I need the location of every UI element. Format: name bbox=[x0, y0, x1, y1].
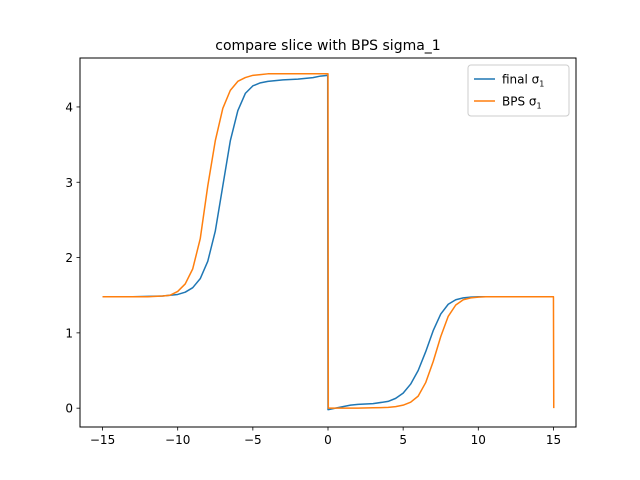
chart-title: compare slice with BPS sigma_1 bbox=[215, 38, 440, 54]
x-tick-label: −15 bbox=[90, 433, 115, 447]
legend-label-0: final σ1 bbox=[502, 73, 544, 89]
y-tick-label: 1 bbox=[65, 326, 73, 340]
axis-ticks: −15 −10 −5 0 5 10 15 0 1 2 3 4 bbox=[65, 100, 561, 447]
series-line-0 bbox=[102, 74, 554, 411]
series-line-1 bbox=[102, 73, 555, 409]
x-tick-label: −5 bbox=[244, 433, 262, 447]
y-tick-label: 2 bbox=[65, 251, 73, 265]
legend: final σ1 BPS σ1 bbox=[467, 64, 570, 117]
legend-box bbox=[467, 64, 570, 117]
x-tick-label: 10 bbox=[471, 433, 486, 447]
x-tick-label: 0 bbox=[324, 433, 332, 447]
y-tick-label: 3 bbox=[65, 176, 73, 190]
series-lines bbox=[102, 73, 555, 411]
y-tick-label: 0 bbox=[65, 402, 73, 416]
x-tick-label: −10 bbox=[165, 433, 190, 447]
x-tick-label: 5 bbox=[399, 433, 407, 447]
x-tick-label: 15 bbox=[546, 433, 561, 447]
legend-label-1: BPS σ1 bbox=[502, 95, 542, 111]
y-tick-label: 4 bbox=[65, 100, 73, 114]
